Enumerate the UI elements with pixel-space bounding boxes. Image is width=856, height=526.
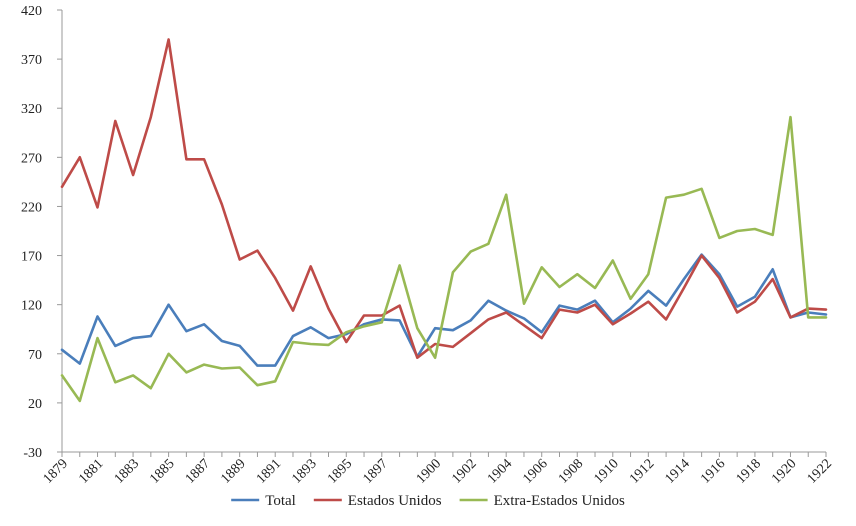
x-tick-label: 1916 [698,456,728,486]
y-tick-label: 270 [21,151,42,166]
x-tick-label: 1887 [183,456,213,486]
legend-item: Extra-Estados Unidos [459,493,625,509]
y-tick-label: -30 [23,446,42,461]
series-line-extra-estados-unidos [60,115,828,403]
x-tick-label: 1910 [591,456,621,486]
x-tick-label: 1906 [520,456,550,486]
x-tick-label: 1889 [218,456,248,486]
y-tick-label: 70 [28,348,42,363]
series-line-estados-unidos [60,38,828,360]
x-tick-label: 1918 [734,456,764,486]
x-tick-label: 1922 [805,456,835,486]
series-layer [60,38,828,403]
legend-item: Estados Unidos [313,493,442,509]
x-tick-label: 1897 [360,456,390,486]
x-tick-label: 1895 [325,456,355,486]
x-tick-label: 1885 [147,456,177,486]
y-axis: -30 20 70 120 170 220 270 320 370 420 [21,4,63,461]
legend-label: Total [265,493,296,509]
x-tick-label: 1879 [41,456,71,486]
x-tick-label: 1883 [112,456,142,486]
legend-label: Estados Unidos [348,493,442,509]
y-tick-label: 220 [21,200,42,215]
legend-item: Total [231,493,296,509]
legend: Total Estados Unidos Extra-Estados Unidos [231,493,625,509]
x-tick-label: 1893 [289,456,319,486]
y-tick-label: 120 [21,299,42,314]
x-tick-label: 1902 [449,456,479,486]
x-axis: 1879 1881 1883 1885 1887 1889 1891 1893 1895 1897… [41,451,835,487]
y-tick-label: 420 [21,4,42,19]
y-tick-label: 170 [21,250,42,265]
y-tick-label: 320 [21,102,42,117]
x-tick-label: 1900 [414,456,444,486]
x-tick-label: 1881 [76,456,106,486]
x-tick-label: 1914 [663,456,693,486]
x-tick-label: 1908 [556,456,586,486]
y-tick-label: 370 [21,53,42,68]
x-tick-label: 1912 [627,456,657,486]
y-tick-label: 20 [28,397,42,412]
x-tick-label: 1891 [254,456,284,486]
x-tick-label: 1904 [485,456,515,486]
x-tick-label: 1920 [769,456,799,486]
legend-label: Extra-Estados Unidos [494,493,625,509]
